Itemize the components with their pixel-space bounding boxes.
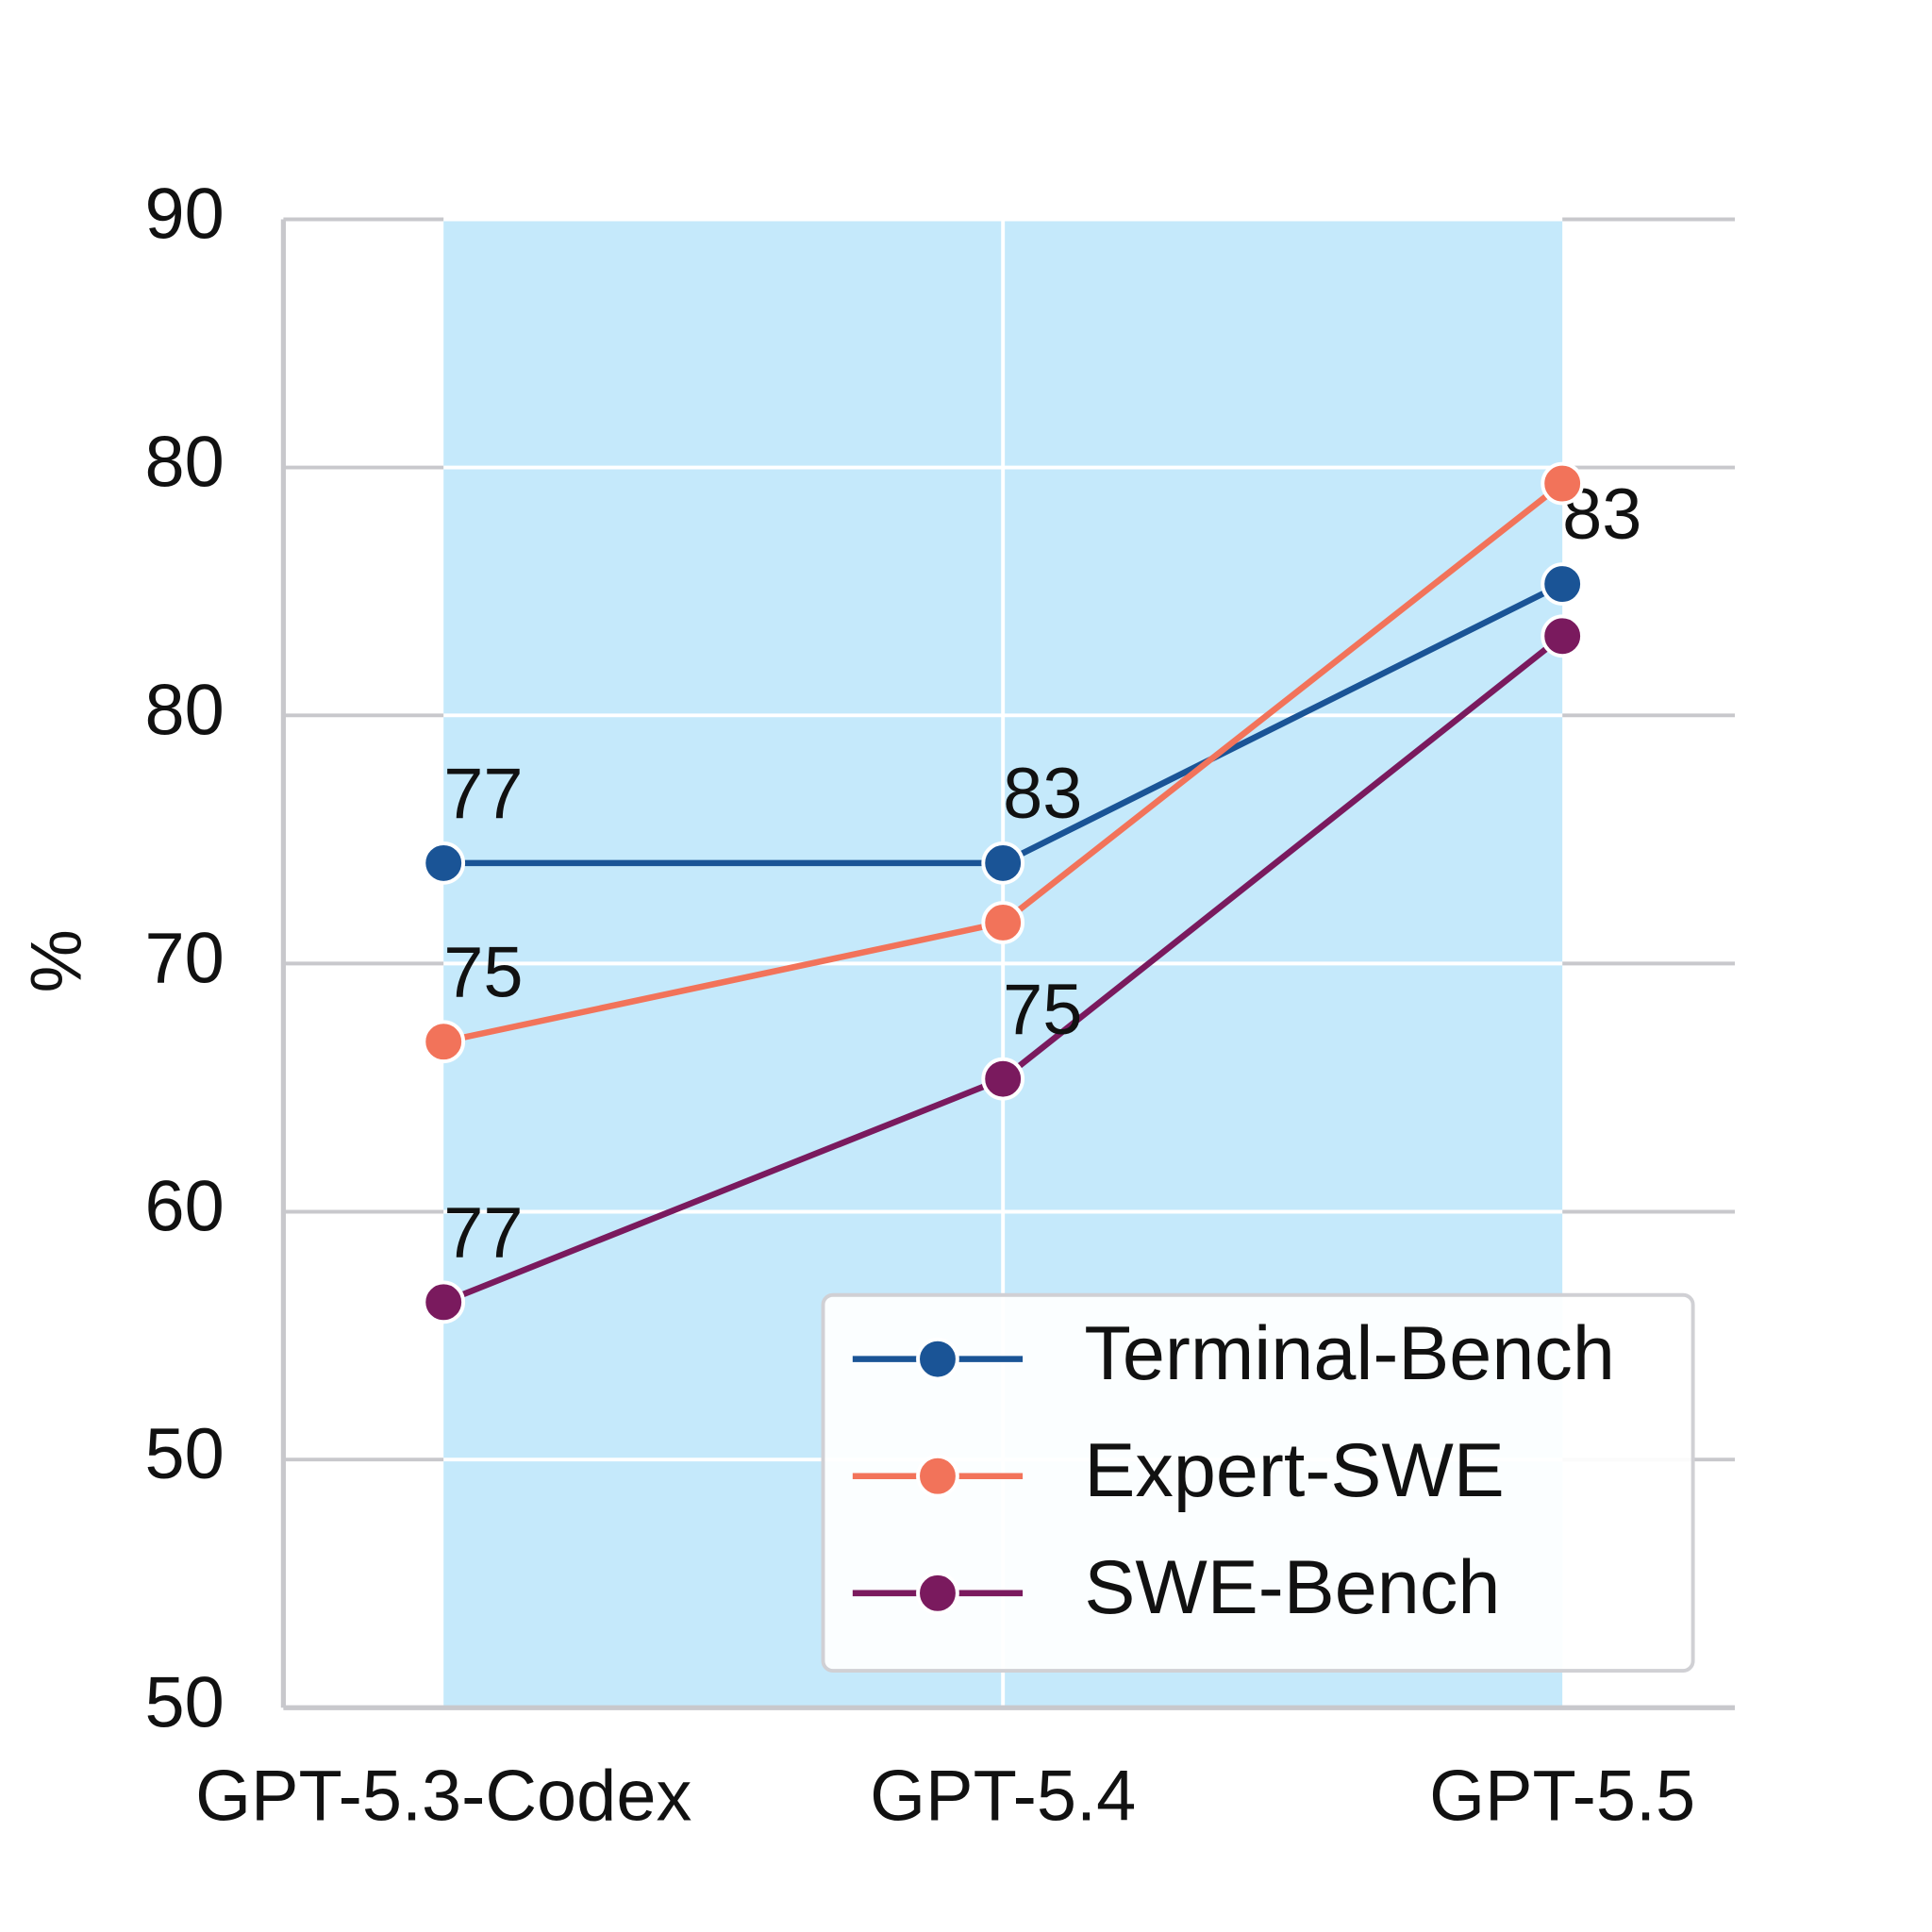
data-point bbox=[1541, 461, 1585, 506]
y-tick-label: 50 bbox=[144, 1414, 224, 1494]
x-tick-label: GPT-5.4 bbox=[870, 1757, 1136, 1837]
y-tick-label: 90 bbox=[144, 175, 224, 255]
data-point bbox=[422, 841, 466, 885]
legend-label: Terminal-Bench bbox=[1084, 1311, 1615, 1396]
y-tick-label: 70 bbox=[144, 918, 224, 998]
data-label: 75 bbox=[1003, 970, 1082, 1050]
data-label: 75 bbox=[443, 932, 523, 1012]
legend-marker bbox=[916, 1337, 959, 1381]
data-point bbox=[981, 841, 1025, 885]
data-label: 77 bbox=[443, 1192, 523, 1273]
legend-marker bbox=[916, 1571, 959, 1615]
data-point bbox=[981, 1057, 1025, 1101]
data-point bbox=[422, 1020, 466, 1064]
legend-label: SWE-Bench bbox=[1084, 1545, 1500, 1630]
legend-box bbox=[821, 1292, 1695, 1674]
y-tick-label: 80 bbox=[144, 670, 224, 750]
data-point bbox=[981, 901, 1025, 944]
legend-label: Expert-SWE bbox=[1084, 1428, 1504, 1513]
y-tick-label: 80 bbox=[144, 423, 224, 503]
data-label: 77 bbox=[443, 754, 523, 834]
data-point bbox=[422, 1280, 466, 1324]
legend-marker bbox=[916, 1454, 959, 1498]
y-axis-label: % bbox=[16, 929, 96, 992]
x-tick-label: GPT-5.5 bbox=[1429, 1757, 1695, 1837]
y-tick-label: 60 bbox=[144, 1167, 224, 1247]
data-point bbox=[1541, 562, 1585, 606]
x-tick-label: GPT-5.3-Codex bbox=[195, 1757, 691, 1837]
data-label: 83 bbox=[1003, 754, 1082, 834]
data-point bbox=[1541, 614, 1585, 658]
y-tick-label: 50 bbox=[144, 1662, 224, 1742]
